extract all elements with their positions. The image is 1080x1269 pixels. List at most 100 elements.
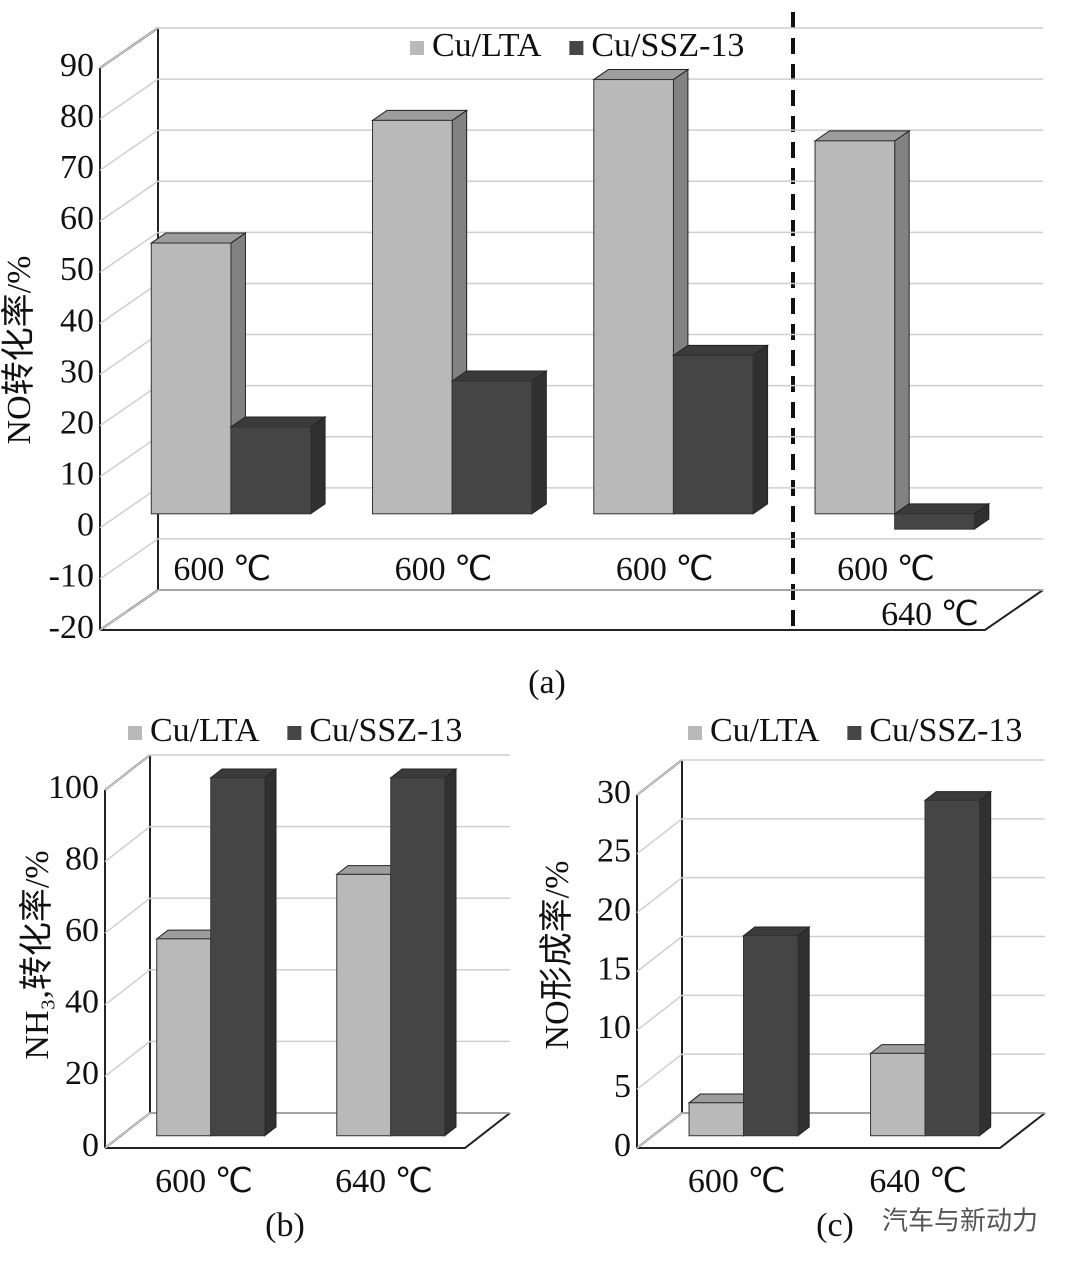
bar <box>743 935 799 1137</box>
bar-side <box>797 925 810 1137</box>
y-tick-label: 90 <box>60 47 94 84</box>
annotation: 640 ℃ <box>881 596 979 633</box>
y-tick-label: 80 <box>65 840 99 877</box>
bar-side <box>444 767 457 1137</box>
y-tick-label: 30 <box>60 353 94 390</box>
grid-line <box>104 1040 151 1077</box>
y-tick-label: 20 <box>60 404 94 441</box>
y-tick-label: 60 <box>60 200 94 237</box>
x-tick-label: 600 ℃ <box>837 551 935 588</box>
y-tick-label: 0 <box>82 1127 99 1164</box>
grid-line <box>99 231 159 273</box>
bar <box>230 426 312 515</box>
floor-front <box>637 1112 1046 1149</box>
y-tick-label: 0 <box>77 507 94 544</box>
bar <box>924 799 980 1137</box>
y-tick-label: 5 <box>614 1068 631 1105</box>
grid-line <box>636 994 683 1031</box>
y-tick-label: 10 <box>597 1009 631 1046</box>
bar-side <box>531 370 547 515</box>
y-tick-label: 25 <box>597 833 631 870</box>
bar <box>672 354 754 515</box>
y-tick-label: 10 <box>60 456 94 493</box>
legend-label: Cu/LTA <box>710 712 820 749</box>
bar-top <box>742 926 811 937</box>
bar <box>156 938 212 1137</box>
grid-line <box>104 969 151 1006</box>
bar <box>390 777 446 1137</box>
legend-swatch <box>128 726 142 740</box>
bar <box>688 1102 744 1137</box>
bar-top <box>813 130 911 142</box>
bar-top <box>149 232 248 244</box>
y-tick-label: 0 <box>614 1127 631 1164</box>
grid-line <box>636 1053 683 1090</box>
bar-side <box>752 344 769 515</box>
x-tick-label: 600 ℃ <box>395 551 493 588</box>
bar-top <box>923 791 993 801</box>
bar-side <box>310 416 326 515</box>
grid-line <box>99 436 159 478</box>
bar <box>593 79 674 515</box>
grid-line <box>99 333 159 376</box>
grid-line <box>99 78 159 120</box>
bar-side <box>264 767 277 1137</box>
legend-label: Cu/SSZ-13 <box>591 27 744 64</box>
y-axis-label: NO转化率/% <box>0 256 38 445</box>
bar <box>451 380 533 515</box>
x-tick-label: 600 ℃ <box>173 551 271 588</box>
grid-line <box>104 754 151 791</box>
bar <box>372 119 453 515</box>
grid-line <box>99 385 159 427</box>
legend-label: Cu/LTA <box>150 712 260 749</box>
grid-line <box>99 589 159 631</box>
legend-swatch <box>569 41 584 55</box>
bar-top <box>671 344 770 356</box>
bar-side <box>978 790 992 1137</box>
x-tick-label: 640 ℃ <box>335 1163 433 1200</box>
y-tick-label: 20 <box>597 891 631 928</box>
floor-front <box>105 1112 511 1149</box>
y-tick-label: 30 <box>597 774 631 811</box>
caption: (b) <box>265 1207 305 1244</box>
y-tick-label: -20 <box>49 609 94 646</box>
bar-top <box>893 503 991 515</box>
y-tick-label: 40 <box>65 984 99 1021</box>
y-tick-label: 50 <box>60 251 94 288</box>
y-axis-label: NH₃,转化率/% <box>18 850 56 1059</box>
grid-line <box>99 282 159 325</box>
grid-line <box>99 487 159 529</box>
caption: (a) <box>528 664 566 701</box>
bar <box>336 873 392 1137</box>
bar <box>870 1052 926 1137</box>
grid-line <box>104 826 151 863</box>
bar <box>210 777 266 1137</box>
bar-top <box>592 69 690 81</box>
y-tick-label: 20 <box>65 1055 99 1092</box>
grid-line <box>636 935 683 973</box>
bar-top <box>450 370 548 382</box>
watermark: 汽车与新动力 <box>882 1207 1038 1237</box>
legend-swatch <box>688 726 702 740</box>
legend-label: Cu/LTA <box>432 27 542 64</box>
x-tick-label: 600 ℃ <box>155 1163 253 1200</box>
legend-label: Cu/SSZ-13 <box>309 712 462 749</box>
x-tick-label: 600 ℃ <box>616 551 714 588</box>
y-tick-label: 70 <box>60 149 94 186</box>
grid-line <box>636 759 683 796</box>
grid-line <box>99 129 159 171</box>
bar-top <box>370 109 469 121</box>
grid-line <box>99 538 159 580</box>
grid-line <box>636 818 683 855</box>
grid-line <box>99 180 159 222</box>
bar <box>814 140 896 515</box>
bar-top <box>209 768 278 779</box>
y-tick-label: 80 <box>60 98 94 135</box>
legend-swatch <box>410 41 424 55</box>
bar <box>894 513 975 530</box>
y-tick-label: 60 <box>65 912 99 949</box>
legend-swatch <box>287 726 302 740</box>
bar-top <box>389 768 458 779</box>
y-tick-label: 100 <box>48 769 99 806</box>
